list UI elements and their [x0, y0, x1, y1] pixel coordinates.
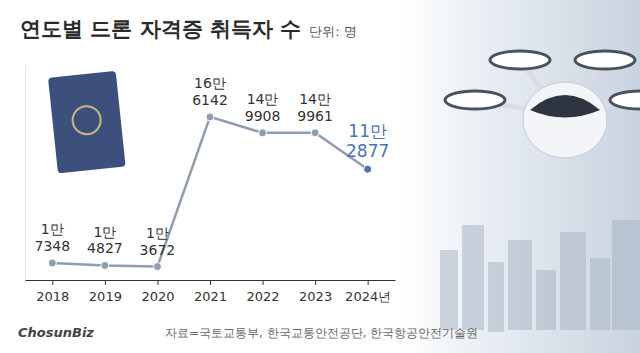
data-label-line: 6142 [192, 92, 228, 108]
x-tick: 2023 [299, 280, 332, 304]
drone-rotor [490, 51, 550, 69]
x-tick: 2024년 [345, 280, 391, 304]
line [52, 117, 367, 267]
logo: ChosunBiz [18, 325, 94, 340]
data-label-line: 4827 [87, 240, 123, 256]
marker [153, 263, 161, 271]
data-label-line: 1만 [93, 224, 116, 240]
marker [206, 113, 214, 121]
marker [311, 129, 319, 137]
building [440, 250, 458, 330]
x-tick-label: 2018 [36, 289, 69, 304]
x-tick-mark [263, 280, 264, 285]
data-label-line: 16만 [194, 75, 226, 91]
subtitle: 단위: 명 [309, 24, 357, 39]
x-tick-mark [157, 280, 158, 285]
x-tick: 2021 [194, 280, 227, 304]
passport-cover [48, 71, 126, 174]
passport-emblem [71, 105, 102, 136]
data-label-line: 1만 [41, 221, 64, 237]
background [400, 0, 640, 353]
x-tick-mark [315, 280, 316, 285]
source: 자료=국토교통부, 한국교통안전공단, 한국항공안전기술원 [165, 326, 478, 340]
data-label: 1만3672 [140, 225, 176, 258]
x-tick-label: 2022 [247, 289, 280, 304]
drone-rotor [575, 51, 635, 69]
drone-icon [445, 51, 640, 158]
data-label-line: 14만 [247, 91, 279, 107]
drone-body [523, 82, 607, 158]
x-tick-label: 2023 [299, 289, 332, 304]
x-tick-label: 2024년 [345, 289, 391, 304]
x-tick: 2020 [141, 280, 174, 304]
marker [48, 259, 56, 267]
y-axis [25, 65, 26, 281]
decoration [440, 51, 640, 332]
plot-area [48, 113, 371, 271]
data-label-line: 7348 [35, 238, 71, 254]
building [536, 270, 556, 330]
x-tick: 2018 [36, 280, 69, 304]
data-label: 14만9961 [297, 91, 333, 124]
data-label: 1만7348 [35, 221, 71, 254]
building [612, 220, 640, 330]
x-tick-label: 2019 [89, 289, 122, 304]
data-label-line: 14만 [299, 91, 331, 107]
building [560, 232, 586, 330]
data-label: 16만6142 [192, 75, 228, 108]
drone-rotor [610, 91, 640, 109]
data-label-line: 3672 [140, 242, 176, 258]
data-label-line: 2877 [346, 141, 389, 161]
x-tick-mark [105, 280, 106, 285]
x-tick: 2019 [89, 280, 122, 304]
y-axis-line [25, 65, 26, 281]
x-tick-label: 2021 [194, 289, 227, 304]
building [462, 225, 484, 330]
building [508, 240, 532, 330]
building [590, 258, 610, 330]
marker [364, 165, 372, 173]
chart: 연도별 드론 자격증 취득자 수 단위: 명 2018 2019 2020 2021 202… [0, 0, 640, 353]
x-axis: 2018 2019 2020 2021 2022 2023 2024년 [26, 280, 396, 304]
building [488, 262, 504, 332]
drone-window [530, 95, 600, 118]
x-tick-mark [52, 280, 53, 285]
data-labels: 1만73481만48271만367216만614214만990814만99611… [35, 75, 390, 257]
marker [101, 261, 109, 269]
x-tick-label: 2020 [141, 289, 174, 304]
title: 연도별 드론 자격증 취득자 수 [20, 17, 301, 41]
data-label: 1만4827 [87, 224, 123, 257]
x-tick-mark [210, 280, 211, 285]
data-label: 14만9908 [245, 91, 281, 124]
drone-rotor [445, 91, 505, 109]
x-tick: 2022 [247, 280, 280, 304]
passport-icon [48, 71, 126, 174]
x-tick-mark [368, 280, 369, 285]
marker [259, 129, 267, 137]
data-label-line: 11만 [348, 121, 387, 141]
data-label-line: 9961 [297, 108, 333, 124]
data-label-line: 1만 [146, 225, 169, 241]
data-label: 11만2877 [346, 121, 389, 161]
data-label-line: 9908 [245, 108, 281, 124]
